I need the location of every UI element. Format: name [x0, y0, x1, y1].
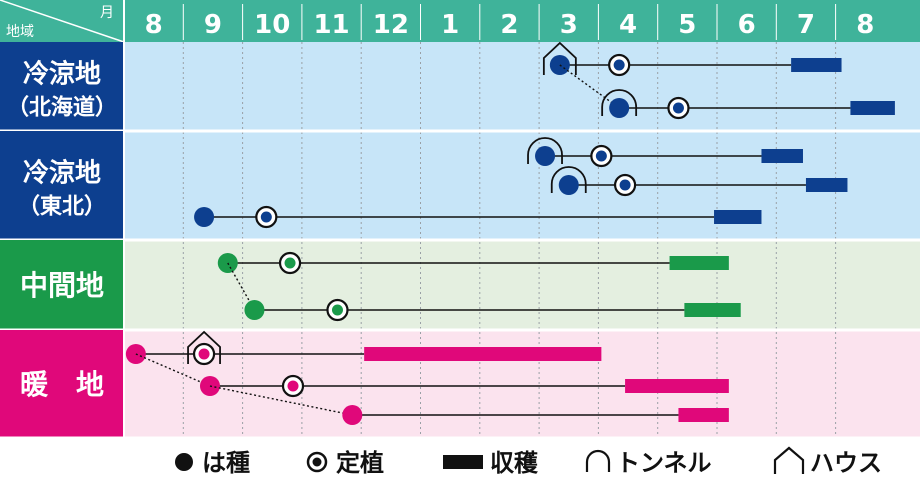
sowing-dot-4	[194, 207, 215, 227]
sowing-dot-2	[535, 146, 556, 166]
month-label-11: 7	[797, 10, 815, 40]
harvest-bar-9	[678, 408, 729, 422]
harvest-bar-5	[669, 256, 729, 270]
harvest-bar-4	[714, 210, 762, 224]
harvest-bar-8	[625, 379, 729, 393]
sowing-dot-9	[342, 405, 363, 425]
sowing-link-1	[559, 64, 620, 109]
month-label-10: 6	[738, 10, 756, 40]
month-header-band	[0, 0, 920, 42]
region-label-box-2	[0, 240, 124, 330]
month-label-9: 5	[678, 10, 696, 40]
tunnel-icon-1	[601, 89, 638, 116]
month-label-12: 8	[856, 10, 874, 40]
region-name-2: 中間地	[20, 269, 104, 302]
planting-dot-2	[595, 150, 607, 162]
month-label-7: 3	[560, 10, 578, 40]
planting-dot-7	[198, 348, 210, 360]
region-name-3: 暖 地	[20, 368, 104, 401]
schedule-marks	[125, 41, 895, 425]
sowing-dot-3	[558, 175, 579, 195]
region-label-box-1	[0, 131, 124, 240]
harvest-bar-3	[805, 178, 848, 192]
region-label-box-0	[0, 42, 124, 131]
month-header: 地域 月 8 9 10 11 12 1 2 3 4 5 6 7 8	[0, 0, 920, 43]
sowing-dot-6	[244, 300, 265, 320]
planting-dot-1	[672, 102, 684, 114]
harvest-bar-2	[761, 149, 803, 163]
planting-dot-4	[260, 211, 272, 223]
region-band-3	[124, 330, 920, 438]
house-icon-0	[542, 41, 577, 75]
legend-planting-dot	[312, 457, 322, 467]
legend-sowing-label: は種	[202, 449, 250, 477]
tunnel-icon-3	[550, 166, 587, 193]
month-label-5: 1	[441, 10, 459, 40]
planting-dot-5	[284, 257, 296, 269]
tunnel-icon-2	[527, 137, 563, 164]
month-label-4: 12	[373, 10, 409, 40]
legend-house-icon	[773, 446, 805, 474]
month-label-8: 4	[619, 10, 637, 40]
harvest-bar-6	[684, 303, 741, 317]
house-icon-7	[187, 330, 221, 364]
legend-tunnel-icon	[585, 449, 611, 472]
legend-planting-label: 定植	[336, 449, 384, 477]
corner-month-label: 月	[100, 5, 114, 21]
legend-sowing-dot	[175, 453, 193, 471]
legend-tunnel-label: トンネル	[616, 449, 712, 477]
region-name-1: 冷涼地	[23, 158, 101, 189]
corner-diagonal	[0, 0, 125, 43]
legend-house-label: ハウス	[810, 449, 882, 477]
planting-dot-8	[287, 380, 299, 392]
sowing-dot-1	[609, 98, 630, 118]
planting-dot-3	[619, 179, 631, 191]
corner-region-label: 地域	[6, 24, 34, 40]
harvest-bar-7	[364, 347, 602, 361]
legend-harvest-bar	[443, 455, 483, 469]
month-label-0: 8	[145, 10, 163, 40]
sowing-link-9	[209, 385, 353, 416]
region-label-box-3	[0, 330, 124, 438]
region-band-0	[124, 42, 920, 131]
planting-dot-0	[613, 59, 625, 71]
region-name-0: 冷涼地	[23, 59, 101, 90]
legend: は種 定植 収穫 トンネル ハウス	[175, 446, 882, 477]
month-label-3: 11	[313, 10, 349, 40]
region-subname-0: （北海道）	[7, 95, 117, 121]
month-label-1: 9	[204, 10, 222, 40]
month-label-2: 10	[254, 10, 290, 40]
planting-dot-6	[331, 304, 343, 316]
region-subname-1: （東北）	[18, 195, 106, 220]
harvest-bar-1	[850, 101, 895, 115]
harvest-bar-0	[791, 58, 842, 72]
month-label-6: 2	[500, 10, 518, 40]
region-band-2	[124, 240, 920, 330]
legend-harvest-label: 収穫	[490, 449, 538, 477]
